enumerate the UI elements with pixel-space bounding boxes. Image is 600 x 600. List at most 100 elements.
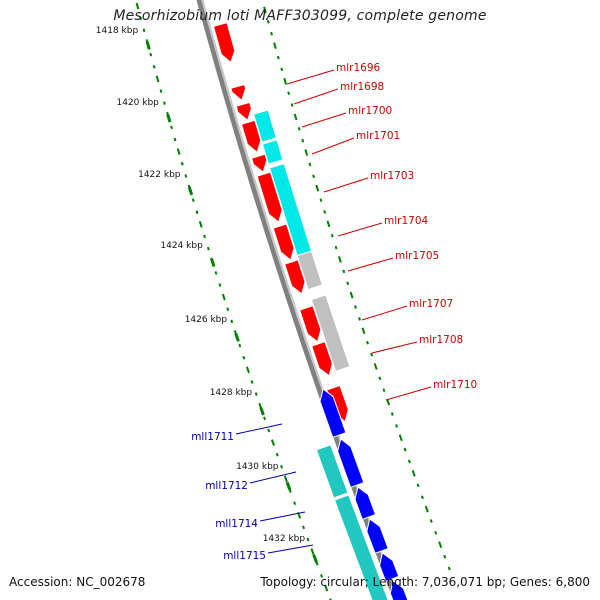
tick-mark-left <box>214 271 218 275</box>
tick-mark-right <box>273 42 277 49</box>
tick-mark-right <box>358 317 361 321</box>
tick-mark-left <box>173 137 177 142</box>
scale-tick <box>145 41 151 50</box>
tick-mark-left <box>283 475 288 483</box>
tick-mark-left <box>302 525 306 530</box>
forward-gene-arrow <box>230 83 247 102</box>
tick-mark-left <box>149 52 153 57</box>
reverse-label-line <box>249 471 297 484</box>
forward-gene-label: mlr1710 <box>433 379 477 391</box>
label-leader-lines <box>235 69 432 554</box>
tick-mark-left <box>254 392 258 396</box>
tick-mark-right <box>443 554 447 559</box>
tick-mark-right <box>361 327 366 335</box>
scale-label: 1424 kbp <box>160 241 203 251</box>
labels: 1418 kbp 1420 kbp 1422 kbp 1424 kbp 1426 kbp… <box>96 26 477 562</box>
tick-mark-right <box>403 447 407 452</box>
scale-label: 1422 kbp <box>138 170 181 180</box>
tick-mark-right <box>326 220 331 228</box>
forward-label-line <box>301 112 347 128</box>
reverse-gene-label: mll1714 <box>215 518 258 530</box>
cds-band <box>261 139 284 165</box>
tick-mark-right <box>434 530 438 535</box>
tick-mark-right <box>280 67 284 72</box>
tick-mark-right <box>411 470 416 477</box>
tick-mark-left <box>245 366 250 374</box>
tick-mark-left <box>218 283 222 287</box>
scale-label: 1418 kbp <box>96 26 139 36</box>
accession-text: Accession: NC_002678 <box>9 575 146 589</box>
reverse-label-line <box>259 511 306 522</box>
forward-gene-label: mlr1700 <box>348 105 392 117</box>
tick-mark-right <box>373 363 378 370</box>
tick-mark-left <box>267 428 271 433</box>
topology-text: Topology: circular; Length: 7,036,071 bp… <box>260 575 590 589</box>
tick-mark-left <box>242 355 246 360</box>
tick-mark-right <box>370 352 374 357</box>
tick-mark-left <box>198 221 203 228</box>
tick-mark-right <box>342 269 346 274</box>
scale-label: 1430 kbp <box>236 462 279 472</box>
forward-gene-label: mlr1705 <box>395 250 439 262</box>
tick-mark-right <box>334 245 338 250</box>
forward-label-line <box>323 177 369 193</box>
tick-mark-right <box>304 149 309 156</box>
tick-mark-left <box>226 307 230 312</box>
forward-label-line <box>293 88 339 105</box>
scale-label: 1428 kbp <box>210 388 253 398</box>
tick-mark-right <box>287 91 291 95</box>
tick-mark-left <box>275 452 279 457</box>
tick-mark-left <box>135 2 140 10</box>
tick-mark-left <box>263 416 267 421</box>
tick-mark-right <box>366 340 369 345</box>
tick-mark-left <box>142 28 146 33</box>
tick-mark-right <box>438 541 443 549</box>
scale-tick <box>166 114 172 123</box>
forward-gene-arrow <box>284 259 306 295</box>
reverse-gene-arrow <box>389 580 409 600</box>
tick-mark-right <box>420 495 424 500</box>
tick-mark-right <box>301 138 305 143</box>
scale-tick <box>187 186 194 196</box>
tick-mark-right <box>283 77 287 85</box>
tick-mark-right <box>395 424 398 428</box>
cds-band <box>252 109 277 143</box>
forward-gene-arrow <box>212 22 236 64</box>
forward-gene-label: mlr1701 <box>356 130 400 142</box>
tick-mark-left <box>293 501 297 506</box>
forward-gene-arrow <box>250 153 268 174</box>
tick-mark-right <box>354 305 357 309</box>
forward-gene-label: mlr1698 <box>340 81 384 93</box>
tick-mark-right <box>276 55 280 60</box>
forward-label-line <box>347 257 394 272</box>
tick-mark-left <box>280 464 284 469</box>
tick-mark-right <box>290 103 294 107</box>
forward-gene-label: mlr1704 <box>384 215 429 227</box>
forward-label-line <box>371 341 418 354</box>
tick-mark-left <box>180 161 184 166</box>
tick-mark-left <box>184 174 188 178</box>
forward-gene-arrow <box>240 119 262 154</box>
tick-mark-left <box>306 537 310 542</box>
tick-mark-right <box>308 162 312 167</box>
tick-mark-right <box>330 233 334 238</box>
scale-tick <box>259 407 265 416</box>
tick-marks <box>135 2 451 600</box>
tick-mark-right <box>398 434 403 442</box>
forward-label-line <box>361 305 408 321</box>
reverse-gene-arrow <box>366 518 389 555</box>
forward-gene-label: mlr1703 <box>370 170 414 182</box>
tick-mark-right <box>337 256 342 263</box>
tick-mark-left <box>320 574 324 578</box>
reverse-label-line <box>235 423 283 435</box>
gene-arrows <box>212 22 409 600</box>
cds-tracks <box>252 109 389 600</box>
tick-mark-left <box>329 598 332 600</box>
reverse-label-line <box>267 544 314 554</box>
forward-gene-arrow <box>235 101 252 122</box>
tick-mark-right <box>429 519 433 523</box>
reverse-gene-arrow <box>319 388 347 438</box>
tick-mark-right <box>312 174 316 179</box>
tick-mark-left <box>191 198 195 202</box>
